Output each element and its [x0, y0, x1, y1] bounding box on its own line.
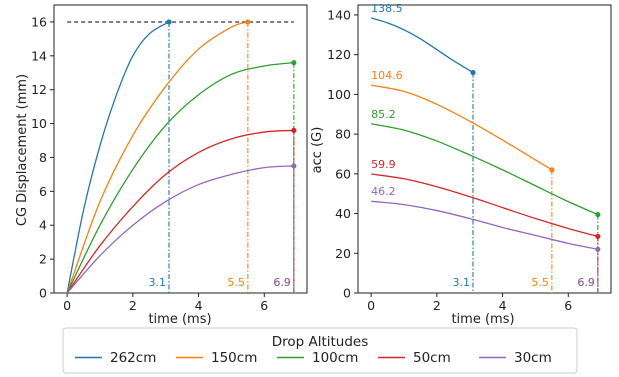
displacement-end-point-100cm: [291, 60, 297, 66]
displacement-series-line-30cm: [66, 165, 294, 294]
displacement-end-point-50cm: [291, 127, 297, 133]
legend-entry-50cm: 50cm: [378, 350, 451, 366]
displacement-end-time-label-30cm: 6.9: [273, 276, 291, 289]
displacement-x-tick-label: 6: [260, 298, 268, 313]
displacement-y-tick-label: 14: [31, 48, 47, 63]
displacement-x-tick-label: 2: [129, 298, 137, 313]
acceleration-x-tick-label: 2: [433, 298, 441, 313]
acceleration-y-tick-label: 80: [335, 127, 351, 142]
displacement-x-tick-label: 4: [195, 298, 203, 313]
displacement-end-point-30cm: [291, 163, 297, 169]
legend-entry-150cm: 150cm: [176, 350, 257, 366]
legend-entry-30cm: 30cm: [479, 350, 552, 366]
displacement-y-tick-label: 12: [31, 82, 47, 97]
acceleration-start-value-label-50cm: 59.9: [371, 158, 396, 171]
displacement-y-tick-label: 10: [31, 116, 47, 131]
acceleration-y-tick-label: 140: [327, 7, 351, 22]
displacement-series-line-100cm: [66, 61, 294, 294]
displacement-y-axis-label: CG Displacement (mm): [15, 74, 30, 226]
legend-label-262cm: 262cm: [110, 350, 156, 366]
acceleration-y-tick-label: 60: [335, 166, 351, 181]
acceleration-end-point-30cm: [595, 246, 601, 252]
acceleration-start-value-label-262cm: 138.5: [371, 2, 403, 15]
displacement-series-line-50cm: [66, 129, 294, 294]
acceleration-end-time-label-30cm: 6.9: [577, 276, 595, 289]
acceleration-end-point-100cm: [595, 211, 601, 218]
displacement-end-point-262cm: [166, 19, 172, 25]
acceleration-series-line-50cm: [371, 173, 599, 238]
displacement-y-tick-label: 0: [39, 286, 47, 301]
displacement-y-tick-label: 16: [31, 14, 47, 29]
acceleration-start-value-label-30cm: 46.2: [371, 185, 396, 198]
acceleration-y-tick-label: 120: [327, 47, 351, 62]
legend-label-150cm: 150cm: [211, 350, 257, 366]
acceleration-end-time-label-150cm: 5.5: [531, 276, 549, 289]
acceleration-series-line-262cm: [370, 17, 474, 74]
acceleration-x-tick-label: 4: [499, 298, 507, 313]
acceleration-end-time-label-262cm: 3.1: [453, 276, 471, 289]
displacement-y-tick-label: 8: [39, 150, 47, 165]
displacement-end-time-label-262cm: 3.1: [149, 276, 167, 289]
legend-label-30cm: 30cm: [514, 350, 552, 366]
acceleration-x-tick-label: 6: [564, 298, 572, 313]
displacement-end-time-label-150cm: 5.5: [227, 276, 245, 289]
displacement-end-time-label-30cm: 6.9: [273, 276, 291, 289]
displacement-plot-frame: [53, 4, 308, 294]
displacement-y-tick-label: 4: [39, 218, 47, 233]
acceleration-series-line-30cm: [371, 200, 598, 250]
displacement-end-point-150cm: [245, 19, 251, 25]
acceleration-end-point-150cm: [549, 167, 555, 173]
acceleration-series-line-150cm: [371, 84, 553, 171]
acceleration-end-time-label-50cm: 6.9: [577, 276, 595, 289]
legend-entry-100cm: 100cm: [277, 350, 358, 366]
acceleration-start-value-label-100cm: 85.2: [371, 108, 396, 121]
acceleration-end-point-262cm: [470, 69, 476, 76]
acceleration-y-axis-label: acc (G): [310, 127, 325, 174]
acceleration-end-time-label-30cm: 6.9: [577, 276, 595, 289]
acceleration-y-tick-label: 20: [335, 246, 351, 261]
displacement-end-time-label-50cm: 6.9: [273, 276, 291, 289]
acceleration-series-line-100cm: [371, 123, 599, 216]
legend-title: Drop Altitudes: [272, 334, 369, 350]
acceleration-y-tick-label: 40: [335, 206, 351, 221]
acceleration-x-axis-label: time (ms): [451, 312, 514, 327]
displacement-x-tick-label: 0: [63, 298, 71, 313]
legend-label-100cm: 100cm: [312, 350, 358, 366]
acceleration-y-tick-label: 100: [327, 87, 351, 102]
legend-entry-262cm: 262cm: [75, 350, 156, 366]
acceleration-start-value-label-150cm: 104.6: [371, 69, 403, 82]
displacement-series-line-150cm: [66, 21, 249, 294]
acceleration-y-tick-label: 0: [343, 286, 351, 301]
acceleration-x-tick-label: 0: [367, 298, 375, 313]
displacement-y-tick-label: 6: [39, 184, 47, 199]
acceleration-end-point-50cm: [595, 233, 601, 239]
displacement-y-tick-label: 2: [39, 252, 47, 267]
acceleration-plot-frame: [357, 4, 612, 294]
legend: Drop Altitudes 262cm 150cm 100cm 50cm 30cm: [62, 327, 578, 374]
displacement-x-axis-label: time (ms): [148, 312, 211, 327]
legend-label-50cm: 50cm: [413, 350, 451, 366]
legend-box: [62, 327, 578, 374]
displacement-series-line-262cm: [66, 21, 170, 294]
